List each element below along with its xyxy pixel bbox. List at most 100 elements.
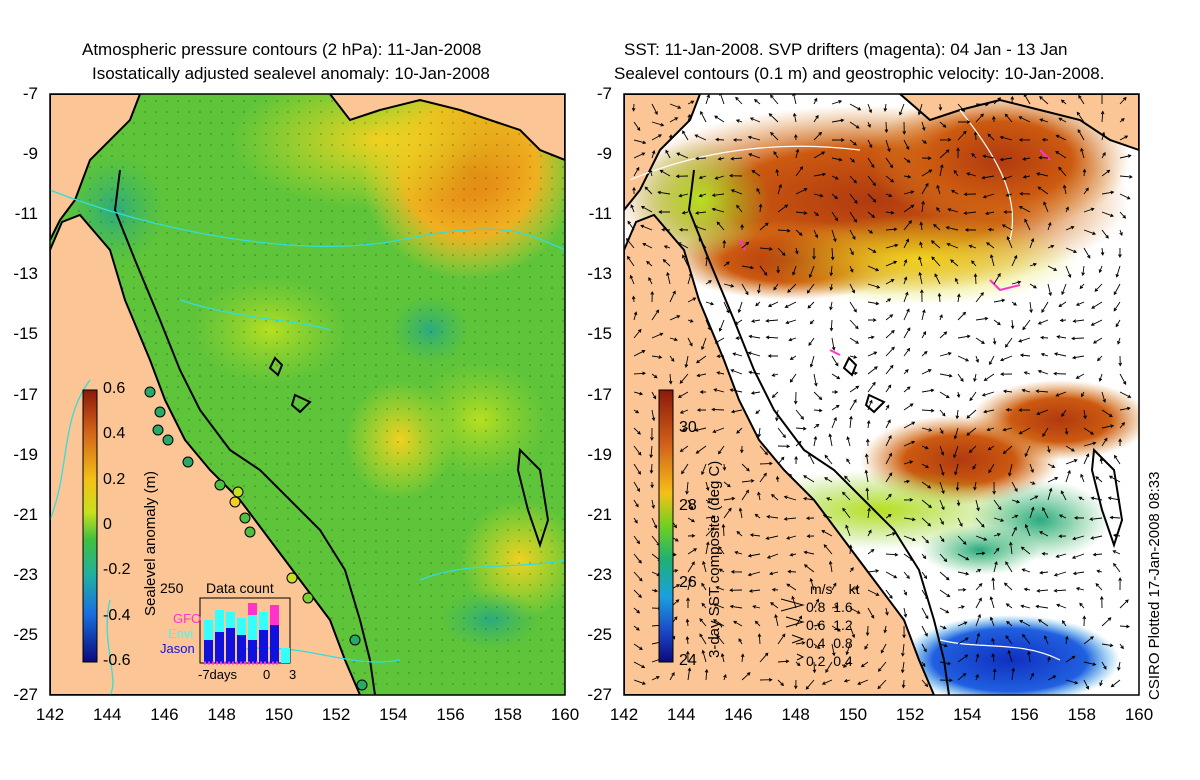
velocity-arrow <box>757 427 761 438</box>
velocity-arrow <box>1022 175 1031 179</box>
velocity-arrow <box>921 661 926 668</box>
right-colorbar-tick: 30 <box>679 418 697 436</box>
velocity-arrow <box>867 589 880 596</box>
right-x-tick-label: 148 <box>781 705 810 724</box>
velocity-arrow <box>1027 650 1031 663</box>
velocity-arrow <box>921 625 928 637</box>
velocity-arrow <box>957 535 967 545</box>
velocity-arrow <box>986 427 995 432</box>
velocity-arrow <box>679 373 689 384</box>
velocity-arrow <box>678 193 689 198</box>
velocity-arrow <box>1002 427 1013 432</box>
velocity-arrow <box>651 134 662 141</box>
velocity-arrow <box>722 463 727 471</box>
velocity-arrow <box>957 355 970 362</box>
velocity-arrow <box>1119 96 1127 105</box>
velocity-arrow <box>1065 265 1072 279</box>
velocity-arrow <box>921 200 925 213</box>
velocity-arrow <box>738 507 743 519</box>
velocity-arrow <box>968 445 977 454</box>
right-x-tick-label: 160 <box>1124 705 1154 724</box>
velocity-arrow <box>984 211 995 216</box>
velocity-arrow <box>1042 507 1049 519</box>
velocity-arrow <box>630 204 635 213</box>
velocity-arrow <box>813 97 818 105</box>
velocity-arrow <box>705 280 712 285</box>
velocity-arrow <box>957 654 969 663</box>
velocity-arrow <box>939 351 952 357</box>
velocity-arrow <box>849 211 857 223</box>
velocity-arrow <box>699 633 707 645</box>
velocity-arrow <box>649 169 653 177</box>
velocity-arrow <box>625 237 635 249</box>
velocity-arrow <box>666 271 671 285</box>
velocity-arrow <box>1095 476 1103 483</box>
velocity-arrow <box>765 335 779 340</box>
velocity-arrow <box>677 391 689 398</box>
velocity-arrow <box>1029 283 1037 289</box>
velocity-arrow <box>939 535 945 543</box>
velocity-arrow <box>903 238 910 249</box>
velocity-arrow <box>831 643 836 657</box>
velocity-arrow <box>750 319 761 323</box>
velocity-arrow <box>720 653 725 663</box>
velocity-arrow <box>992 337 997 345</box>
velocity-arrow <box>813 211 819 217</box>
velocity-arrow <box>1113 562 1121 573</box>
velocity-arrow <box>1047 463 1056 468</box>
velocity-arrow <box>885 329 895 339</box>
velocity-arrow <box>736 204 743 213</box>
velocity-arrow <box>785 319 797 325</box>
legend-jason: Jason <box>160 641 195 656</box>
left-colorbar-tick: -0.6 <box>103 652 131 669</box>
velocity-arrow <box>975 653 980 663</box>
velocity-arrow <box>831 404 840 411</box>
velocity-arrow <box>777 633 786 645</box>
velocity-arrow <box>705 301 715 306</box>
left-colorbar-tick: 0 <box>103 516 112 533</box>
velocity-arrow <box>885 157 894 169</box>
velocity-arrow <box>1055 134 1067 141</box>
velocity-arrow <box>723 301 730 314</box>
velocity-arrow <box>845 643 851 656</box>
velocity-arrow <box>662 259 671 267</box>
velocity-arrow <box>812 661 817 674</box>
velocity-arrow <box>903 553 914 561</box>
velocity-arrow <box>939 373 953 378</box>
velocity-arrow <box>1008 463 1013 477</box>
velocity-arrow <box>939 445 945 456</box>
right-colorbar-tick: 24 <box>679 652 697 669</box>
velocity-arrow <box>867 351 878 357</box>
velocity-arrow <box>698 237 707 249</box>
right-colorbar-tick: 26 <box>679 574 697 592</box>
velocity-arrow <box>1000 372 1013 376</box>
velocity-arrow <box>1080 391 1085 398</box>
velocity-arrow <box>1011 280 1022 285</box>
velocity-arrow <box>747 351 761 357</box>
velocity-arrow <box>846 458 851 465</box>
velocity-arrow <box>954 277 959 285</box>
velocity-arrow <box>1119 421 1125 429</box>
velocity-arrow <box>783 517 797 521</box>
velocity-arrow <box>651 409 656 422</box>
velocity-arrow <box>969 391 977 402</box>
velocity-arrow <box>694 427 707 432</box>
velocity-arrow <box>681 210 689 215</box>
velocity-arrow <box>1043 201 1049 213</box>
velocity-arrow <box>1080 147 1085 159</box>
velocity-arrow <box>921 643 927 653</box>
left-map-frame <box>49 93 566 696</box>
legend-envi: Envi <box>168 626 194 641</box>
velocity-arrow <box>939 678 953 683</box>
velocity-arrow <box>1117 661 1121 671</box>
velocity-arrow <box>730 409 743 414</box>
velocity-arrow <box>795 188 808 195</box>
velocity-arrow <box>749 533 761 537</box>
velocity-arrow <box>1020 604 1031 609</box>
left-title-line2: Isostatically adjusted sealevel anomaly:… <box>92 64 490 83</box>
right-y-tick-label: -7 <box>596 84 612 103</box>
velocity-arrow <box>831 193 839 200</box>
velocity-arrow <box>759 445 768 456</box>
velocity-arrow <box>956 147 960 159</box>
